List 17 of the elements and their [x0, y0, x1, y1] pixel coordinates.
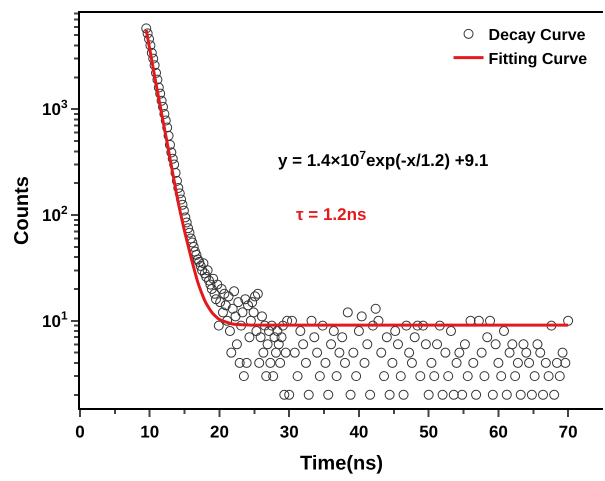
x-tick-label: 30 [280, 422, 299, 442]
x-tick-label: 70 [558, 422, 578, 442]
x-tick-label: 60 [488, 422, 508, 442]
y-tick-label: 10$^{1}$ [42, 308, 68, 331]
annotation: τ = 1.2ns [296, 205, 366, 224]
y-tick-label: 10$^{3}$ [42, 96, 68, 120]
x-axis-title: Time(ns) [300, 452, 383, 474]
legend-label: Decay Curve [488, 27, 586, 44]
y-tick-label: 10$^{2}$ [42, 202, 68, 225]
x-tick-label: 40 [349, 422, 368, 442]
x-tick-label: 20 [210, 422, 229, 442]
x-tick-label: 10 [140, 422, 160, 442]
legend-label: Fitting Curve [488, 50, 588, 68]
annotation: y = 1.4×10$^{7}$exp(-x/1.2) +9.1 [278, 148, 488, 170]
y-axis-title: Counts [11, 176, 34, 245]
x-tick-label: 50 [419, 422, 438, 442]
x-tick-label: 0 [75, 422, 85, 442]
